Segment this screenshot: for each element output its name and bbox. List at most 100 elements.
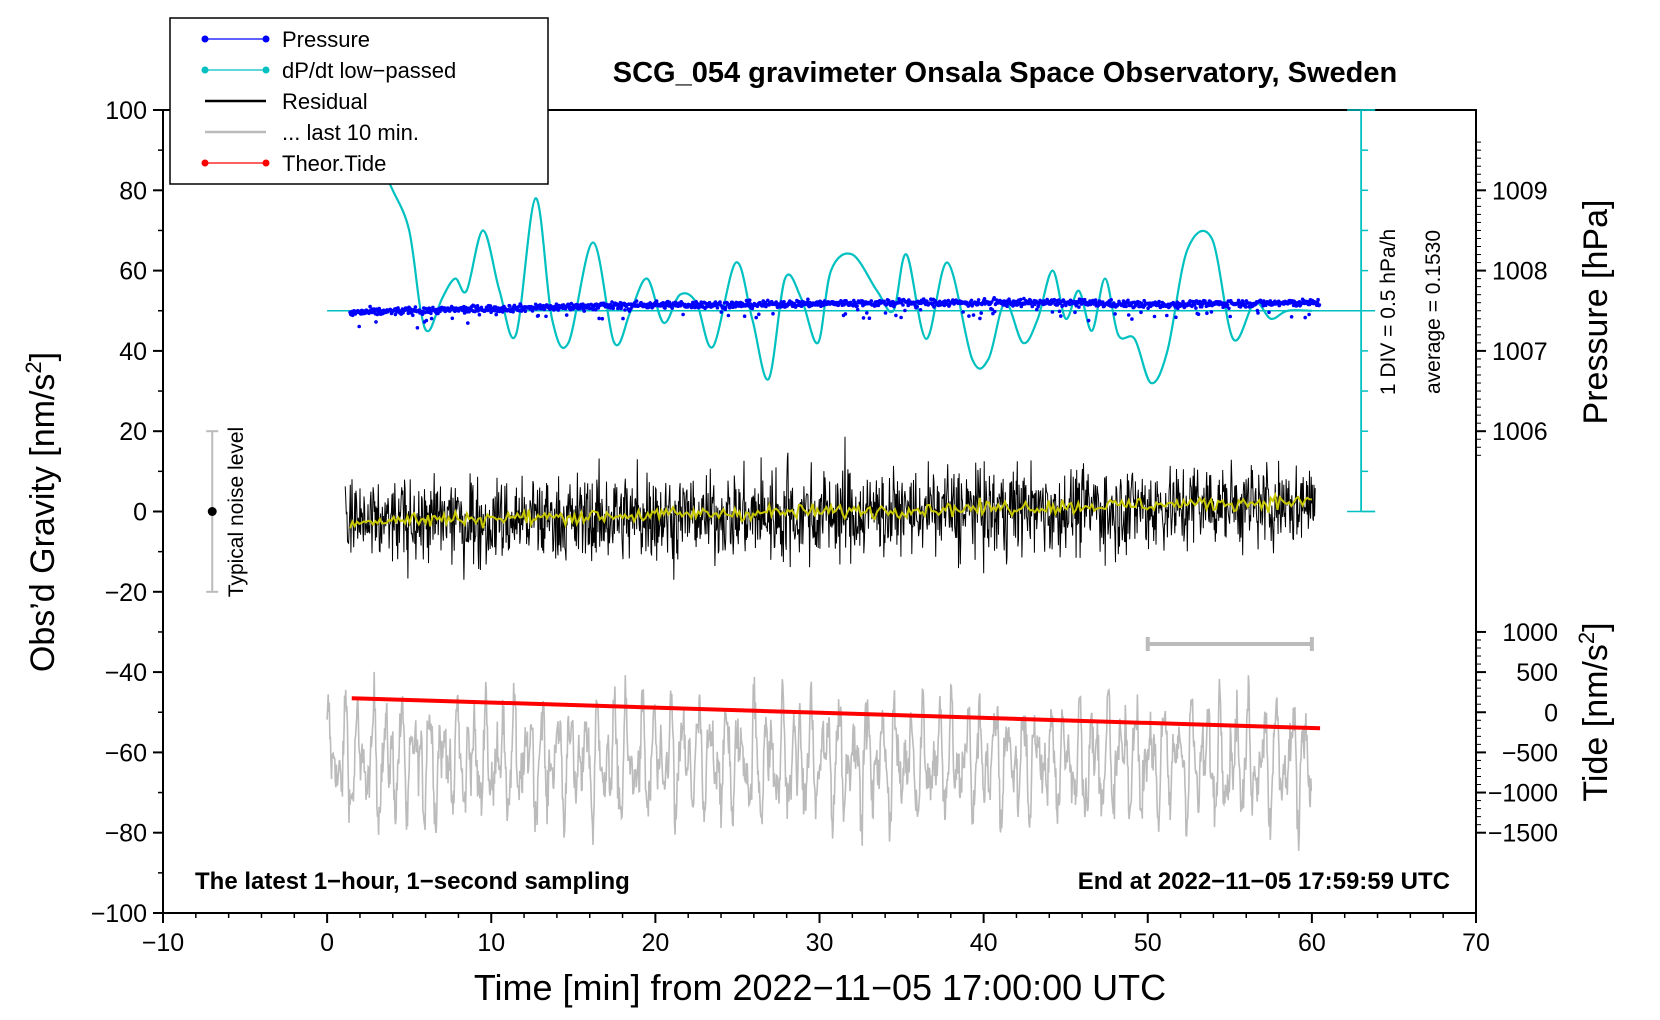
legend-entry: Theor.Tide (201, 151, 386, 176)
x-tick-label: 20 (641, 929, 669, 957)
pressure-point (855, 307, 860, 312)
left-axis-label-main: Obs’d Gravity [nm/s (24, 374, 62, 673)
noise-bar-center-dot (207, 507, 217, 516)
pressure-point (1227, 306, 1231, 311)
legend-entry: Residual (205, 89, 368, 114)
pressure-point (438, 309, 442, 314)
pressure-point (969, 298, 974, 303)
pressure-point (634, 299, 639, 303)
pressure-point (1139, 310, 1143, 315)
pressure-point (1073, 310, 1077, 315)
pressure-point (1125, 301, 1130, 305)
left-y-tick-label: −20 (105, 579, 147, 607)
pressure-point (1152, 314, 1157, 319)
tide-tick-label: −1500 (1488, 820, 1558, 848)
pressure-point (805, 300, 810, 305)
pressure-point (1303, 315, 1307, 320)
pressure-point (424, 318, 429, 323)
pressure-point (855, 304, 859, 308)
pressure-axis-label: Pressure [hPa] (1577, 200, 1615, 425)
pressure-point (1113, 312, 1117, 316)
pressure-point (357, 324, 362, 329)
pressure-point (597, 316, 601, 321)
left-y-tick-label: 40 (119, 338, 147, 366)
pressure-point (1005, 304, 1009, 309)
tide-axis-label-end: ] (1577, 622, 1615, 631)
pressure-point (865, 311, 869, 315)
pressure-point (1316, 297, 1320, 302)
pressure-point (1018, 297, 1023, 302)
x-tick-label: 60 (1298, 929, 1326, 957)
pressure-point (1060, 303, 1065, 308)
legend-entry-label: dP/dt low−passed (282, 58, 456, 83)
dpdt-div-label: 1 DIV = 0.5 hPa/h (1377, 229, 1400, 395)
pressure-point (754, 315, 758, 320)
pressure-point (979, 311, 983, 315)
pressure-point (1033, 302, 1037, 307)
pressure-point (1317, 303, 1322, 307)
pressure-point (861, 316, 866, 320)
left-y-tick-label: −60 (105, 739, 147, 767)
pressure-point (536, 313, 541, 318)
pressure-point (894, 313, 898, 318)
pressure-point (582, 309, 586, 313)
pressure-point (976, 298, 981, 302)
legend-entry-marker (262, 35, 270, 43)
pressure-point (1192, 303, 1197, 307)
pressure-point (961, 310, 965, 314)
pressure-point (564, 313, 569, 317)
legend-entry-marker (201, 66, 209, 74)
pressure-point (1086, 318, 1091, 323)
pressure-point (1057, 309, 1062, 314)
pressure-point (883, 311, 888, 315)
pressure-point (508, 304, 512, 308)
pressure-point (1194, 306, 1198, 310)
x-tick-label: 30 (806, 929, 834, 957)
legend-entry-label: Pressure (282, 27, 370, 52)
left-y-tick-label: 80 (119, 177, 147, 205)
pressure-point (610, 300, 614, 304)
pressure-point (621, 316, 625, 321)
pressure-point (727, 305, 732, 310)
last10-series-line (326, 671, 1313, 851)
pressure-tick-label: 1006 (1492, 418, 1548, 446)
pressure-point (649, 302, 653, 306)
annotation-right: End at 2022−11−05 17:59:59 UTC (1078, 868, 1450, 895)
pressure-point (654, 299, 659, 303)
pressure-point (411, 313, 415, 318)
pressure-point (782, 300, 786, 304)
residual-smoothed-line (349, 491, 1312, 529)
pressure-point (1174, 315, 1178, 320)
pressure-series-dots (348, 296, 1322, 330)
left-y-tick-label: 20 (119, 418, 147, 446)
legend-entries: Pressure dP/dt low−passed Residual ... last… (201, 27, 456, 176)
pressure-point (842, 302, 846, 307)
pressure-point (1035, 307, 1039, 312)
pressure-point (946, 298, 951, 303)
pressure-point (670, 306, 674, 310)
pressure-point (1181, 299, 1185, 304)
pressure-point (993, 309, 997, 314)
legend-entry: dP/dt low−passed (201, 58, 456, 83)
noise-level-label: Typical noise level (225, 427, 248, 597)
pressure-point (611, 306, 616, 311)
pressure-point (511, 310, 515, 314)
left-y-tick-label: 0 (133, 499, 147, 527)
pressure-point (990, 307, 994, 312)
x-tick-label: 40 (970, 929, 998, 957)
pressure-point (374, 320, 378, 324)
legend-entry: Pressure (201, 27, 370, 52)
pressure-point (596, 306, 601, 310)
left-y-tick-label: −100 (91, 900, 147, 928)
tide-axis-label-main: Tide [nm/s (1577, 644, 1615, 801)
pressure-point (978, 316, 982, 321)
pressure-point (867, 316, 872, 321)
pressure-point (1109, 298, 1113, 302)
pressure-point (1209, 310, 1214, 314)
pressure-point (1030, 304, 1035, 309)
pressure-point (377, 306, 382, 311)
legend-entry-marker (262, 159, 270, 167)
pressure-point (1124, 304, 1128, 309)
pressure-point (429, 316, 434, 321)
pressure-point (494, 312, 499, 317)
